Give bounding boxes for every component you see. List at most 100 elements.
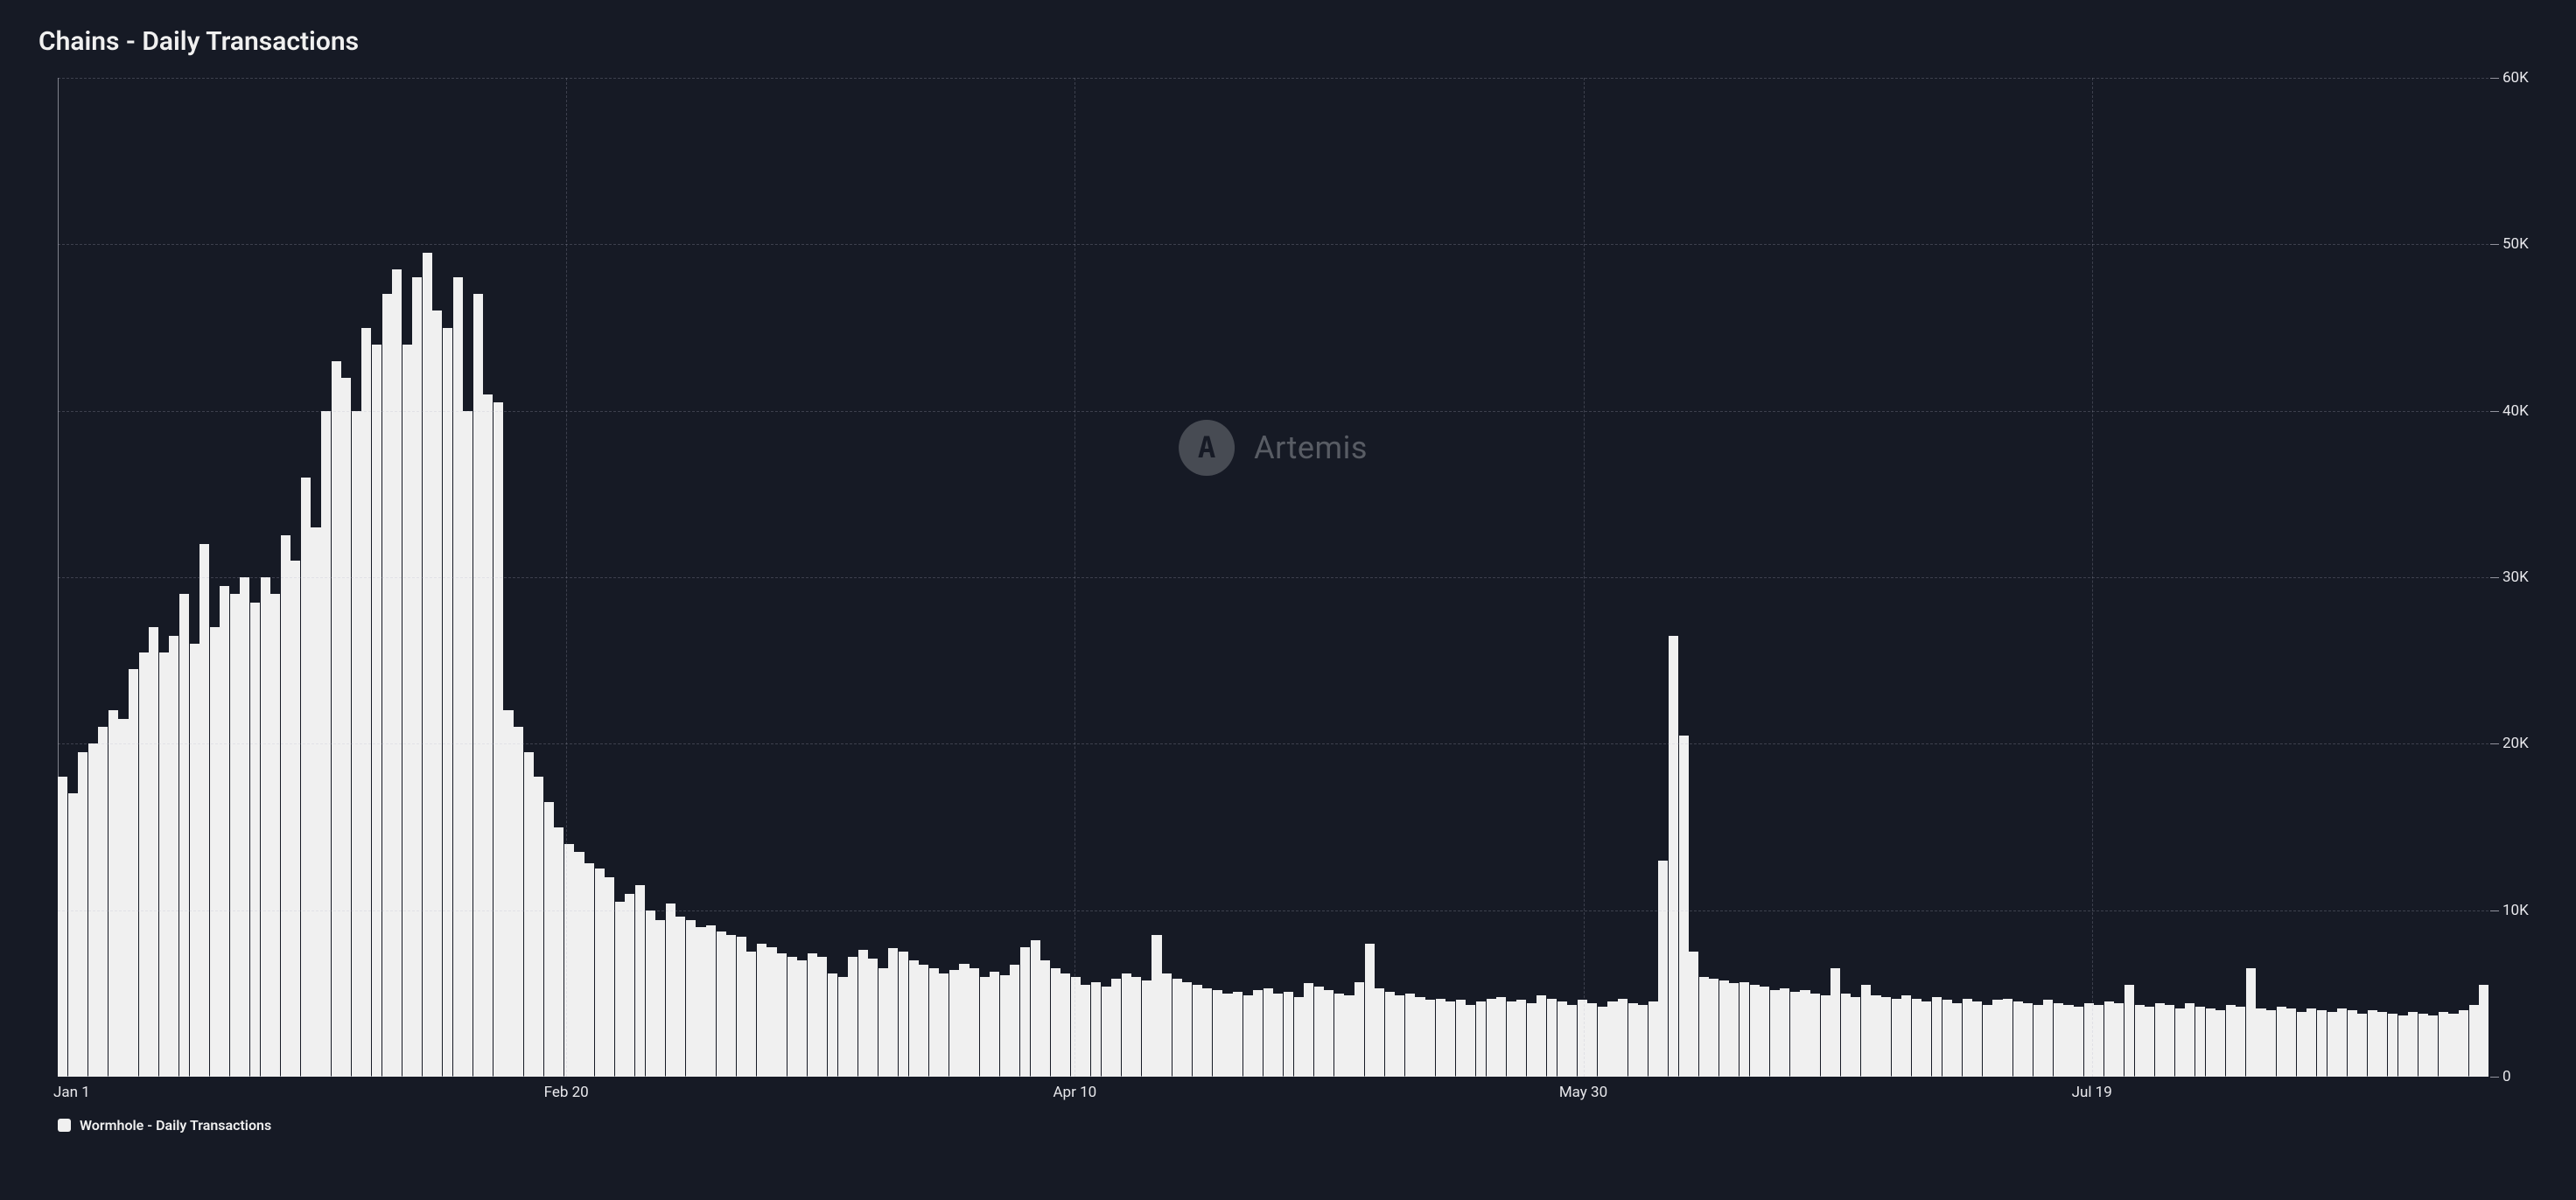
bar bbox=[1810, 994, 1820, 1077]
ytick-label: 20K bbox=[2502, 735, 2529, 752]
bar bbox=[646, 910, 655, 1077]
bar bbox=[676, 917, 685, 1077]
bar bbox=[361, 328, 371, 1078]
bar bbox=[1740, 982, 1749, 1077]
bar bbox=[1871, 995, 1880, 1077]
bar bbox=[2124, 985, 2134, 1077]
bar bbox=[1658, 861, 1668, 1077]
bar bbox=[1182, 982, 1192, 1077]
bar bbox=[1476, 1001, 1486, 1077]
bar bbox=[108, 710, 118, 1077]
bar bbox=[1152, 935, 1161, 1077]
bar bbox=[1699, 977, 1709, 1077]
gridline-h bbox=[58, 910, 2488, 911]
bar bbox=[1963, 999, 1972, 1077]
bar bbox=[828, 973, 837, 1077]
bar bbox=[311, 527, 320, 1077]
bar bbox=[2388, 1014, 2398, 1077]
gridline-h bbox=[58, 244, 2488, 245]
bar bbox=[544, 802, 554, 1077]
bar bbox=[1385, 992, 1395, 1077]
bar bbox=[1193, 985, 1202, 1077]
bar bbox=[2094, 1005, 2104, 1077]
bar bbox=[1821, 995, 1830, 1077]
bar bbox=[1020, 947, 1030, 1077]
xtick-label: Apr 10 bbox=[1053, 1084, 1096, 1101]
bar bbox=[2246, 968, 2256, 1077]
bar bbox=[1405, 994, 1415, 1077]
bar bbox=[261, 577, 270, 1077]
bar bbox=[1558, 1001, 1567, 1077]
bar bbox=[68, 793, 78, 1077]
bar bbox=[655, 920, 665, 1077]
bar bbox=[341, 378, 351, 1077]
bar bbox=[1304, 983, 1313, 1077]
bar bbox=[2216, 1010, 2225, 1077]
ytick bbox=[2490, 411, 2499, 412]
bar bbox=[423, 253, 432, 1077]
xtick-label: Jan 1 bbox=[53, 1084, 90, 1101]
bar bbox=[726, 935, 736, 1077]
bar bbox=[1142, 980, 1152, 1077]
bar bbox=[1273, 994, 1283, 1077]
plot-area: A Artemis bbox=[58, 78, 2488, 1077]
bar bbox=[1466, 1005, 1475, 1077]
bar bbox=[1679, 736, 1689, 1077]
bar bbox=[1638, 1005, 1648, 1077]
bar bbox=[777, 953, 787, 1077]
bar bbox=[1942, 1000, 1952, 1077]
xtick-label: May 30 bbox=[1559, 1084, 1607, 1101]
bar bbox=[190, 644, 200, 1077]
bar bbox=[595, 869, 605, 1077]
bar bbox=[1031, 940, 1040, 1077]
xtick-label: Jul 19 bbox=[2072, 1084, 2112, 1101]
bar bbox=[2114, 1003, 2124, 1077]
bar bbox=[332, 361, 341, 1077]
ytick-label: 30K bbox=[2502, 569, 2529, 586]
bar bbox=[2337, 1008, 2347, 1077]
bar bbox=[939, 973, 948, 1077]
x-axis: Jan 1Feb 20Apr 10May 30Jul 19 bbox=[58, 1078, 2488, 1103]
bar bbox=[2206, 1008, 2216, 1077]
bar bbox=[1618, 999, 1628, 1077]
bar bbox=[1496, 997, 1506, 1077]
bar bbox=[2377, 1012, 2387, 1077]
ytick bbox=[2490, 244, 2499, 245]
bar bbox=[899, 952, 908, 1077]
bar bbox=[2368, 1010, 2377, 1077]
bar bbox=[1365, 944, 1375, 1077]
bar bbox=[169, 636, 178, 1077]
bar bbox=[2448, 1014, 2458, 1077]
bar bbox=[696, 927, 705, 1077]
bar bbox=[58, 777, 67, 1077]
bar bbox=[1922, 1001, 1931, 1077]
bar bbox=[1729, 983, 1739, 1077]
bar bbox=[290, 561, 300, 1077]
bar bbox=[635, 885, 645, 1077]
bar bbox=[878, 968, 888, 1077]
bar bbox=[534, 777, 543, 1077]
bar bbox=[1091, 982, 1101, 1077]
bar bbox=[210, 627, 220, 1077]
bar bbox=[1830, 968, 1840, 1077]
bar bbox=[605, 877, 614, 1077]
bar bbox=[1841, 994, 1851, 1077]
bar bbox=[1598, 1007, 1607, 1077]
bar bbox=[2286, 1008, 2296, 1077]
bar bbox=[970, 968, 979, 1077]
bar bbox=[2418, 1014, 2428, 1077]
bar bbox=[949, 970, 959, 1077]
bar bbox=[1344, 995, 1354, 1077]
bar bbox=[817, 957, 827, 1077]
bar bbox=[1243, 995, 1253, 1077]
bar bbox=[281, 535, 290, 1077]
bar bbox=[1992, 1000, 2002, 1077]
bar bbox=[1790, 992, 1800, 1077]
bar bbox=[717, 931, 726, 1077]
bar bbox=[129, 669, 138, 1077]
bar bbox=[788, 957, 797, 1077]
bar bbox=[2306, 1008, 2316, 1077]
bar bbox=[2034, 1005, 2043, 1077]
bar bbox=[1972, 1001, 1982, 1077]
bar bbox=[808, 953, 817, 1077]
